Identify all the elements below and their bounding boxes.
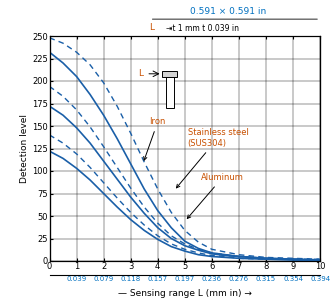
- Text: ⇥t 1 mm t 0.039 in: ⇥t 1 mm t 0.039 in: [166, 24, 239, 33]
- Text: L: L: [139, 69, 144, 78]
- Text: — Sensing range L (mm in) →: — Sensing range L (mm in) →: [118, 290, 252, 298]
- Text: L: L: [149, 22, 155, 32]
- Text: 0.591 × 0.591 in: 0.591 × 0.591 in: [190, 7, 266, 16]
- Y-axis label: Detection level: Detection level: [20, 114, 29, 183]
- Text: Aluminum: Aluminum: [187, 173, 244, 218]
- Bar: [162, 71, 177, 76]
- Text: Stainless steel
(SUS304): Stainless steel (SUS304): [177, 128, 248, 188]
- Bar: [166, 76, 174, 108]
- Text: Iron: Iron: [144, 117, 166, 160]
